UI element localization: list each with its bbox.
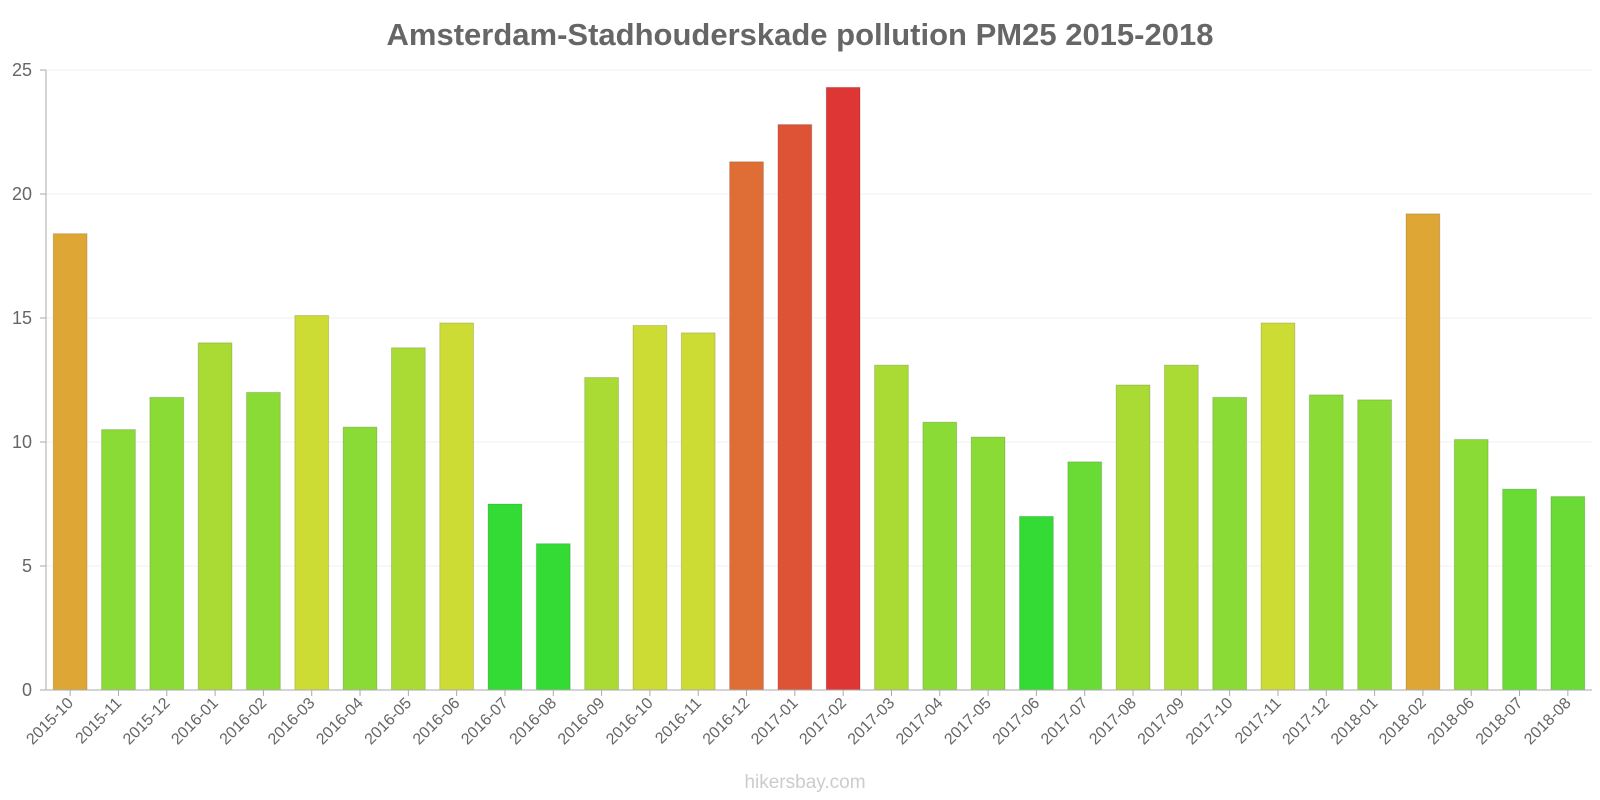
bar-2017-02: [825, 86, 861, 691]
bar-2015-10: [52, 233, 88, 691]
bar-2016-12: [729, 161, 764, 691]
x-tick-label: 2017-02: [796, 695, 850, 749]
bar-2017-03: [874, 364, 909, 691]
x-tick-label: 2018-08: [1521, 695, 1575, 749]
bar-2017-07: [1067, 461, 1103, 691]
bar-2018-08: [1550, 496, 1586, 691]
x-tick-label: 2016-09: [555, 695, 609, 749]
bar-2018-06: [1453, 439, 1489, 691]
x-tick-label: 2016-03: [265, 695, 319, 749]
bar-2015-12: [149, 396, 185, 691]
bar-2016-11: [680, 332, 716, 691]
bar-2016-07: [487, 503, 523, 691]
bar-2017-09: [1163, 364, 1199, 691]
bar-2016-02: [245, 391, 281, 691]
x-tick-label: 2016-12: [700, 695, 754, 749]
x-tick-label: 2018-06: [1425, 695, 1479, 749]
bar-2018-02: [1405, 213, 1441, 691]
y-tick-label: 5: [22, 556, 32, 576]
watermark-text: hikersbay.com: [744, 772, 865, 793]
y-tick-label: 15: [12, 308, 32, 328]
x-tick-label: 2018-02: [1376, 695, 1430, 749]
chart-title: Amsterdam-Stadhouderskade pollution PM25…: [387, 17, 1214, 52]
bar-2016-04: [342, 426, 378, 691]
bar-2017-06: [1018, 515, 1054, 691]
bar-2016-06: [439, 322, 475, 691]
x-tick-label: 2015-12: [120, 695, 174, 749]
x-tick-label: 2016-05: [362, 695, 416, 749]
x-tick-label: 2016-07: [458, 695, 512, 749]
bar-2017-05: [970, 436, 1006, 691]
x-tick-label: 2015-11: [73, 695, 126, 748]
x-tick-label: 2017-11: [1232, 695, 1285, 748]
x-tick-label: 2017-01: [748, 695, 802, 749]
axes-layer: [40, 69, 1592, 696]
bar-2017-10: [1212, 396, 1248, 691]
bar-2017-08: [1115, 384, 1151, 691]
x-tick-label: 2016-10: [603, 695, 657, 749]
x-tick-label: 2016-08: [507, 695, 561, 749]
x-tick-label: 2017-05: [941, 695, 995, 749]
bar-2016-05: [390, 347, 426, 691]
x-tick-label: 2017-08: [1086, 695, 1140, 749]
x-tick-label: 2015-10: [23, 695, 77, 749]
x-tick-label: 2017-09: [1135, 695, 1189, 749]
bar-2016-01: [197, 342, 233, 691]
y-tick-labels: 0 5 10 15 20 25: [12, 60, 32, 700]
bar-2017-11: [1260, 322, 1296, 691]
x-tick-label: 2018-01: [1328, 695, 1382, 749]
x-tick-label: 2017-12: [1280, 695, 1334, 749]
bar-2018-01: [1357, 399, 1393, 691]
bar-2017-01: [777, 124, 813, 691]
x-tick-labels: 2015-102015-112015-122016-012016-022016-…: [23, 695, 1574, 749]
x-tick-label: 2017-03: [845, 695, 899, 749]
x-tick-label: 2018-07: [1473, 695, 1527, 749]
x-tick-label: 2016-06: [410, 695, 464, 749]
x-tick-label: 2016-02: [217, 695, 271, 749]
x-tick-label: 2017-06: [990, 695, 1044, 749]
x-tick-label: 2016-01: [168, 695, 222, 749]
bar-2016-03: [294, 315, 330, 691]
x-tick-label: 2016-04: [313, 695, 367, 749]
bar-2017-12: [1308, 394, 1344, 691]
bar-2018-07: [1502, 488, 1537, 691]
bar-2016-08: [535, 543, 571, 691]
bar-2016-10: [632, 324, 668, 691]
y-tick-label: 0: [22, 680, 32, 700]
y-tick-label: 20: [12, 184, 32, 204]
x-tick-label: 2017-10: [1183, 695, 1237, 749]
bar-2016-09: [584, 377, 620, 691]
bar-2017-04: [922, 421, 958, 691]
bars-layer: [52, 86, 1586, 691]
x-tick-label: 2017-04: [893, 695, 947, 749]
x-tick-label: 2016-11: [652, 695, 705, 748]
x-tick-label: 2017-07: [1038, 695, 1092, 749]
y-tick-label: 10: [12, 432, 32, 452]
y-tick-label: 25: [12, 60, 32, 80]
bar-2015-11: [101, 429, 136, 691]
